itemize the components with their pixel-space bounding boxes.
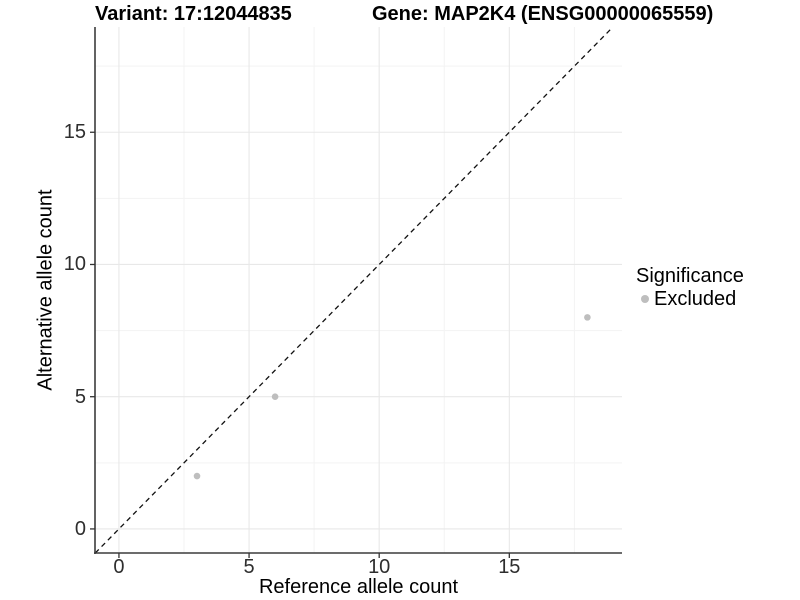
y-tick-label: 10 bbox=[63, 253, 86, 276]
y-tick-label: 15 bbox=[63, 121, 86, 144]
legend-entry-excluded: Excluded bbox=[636, 288, 744, 310]
legend-entry-label: Excluded bbox=[654, 288, 737, 310]
identity-dashed-line bbox=[94, 26, 614, 554]
excluded-marker-swatch-icon bbox=[641, 295, 649, 303]
x-tick-label: 15 bbox=[498, 556, 521, 578]
data-point bbox=[584, 314, 591, 321]
y-axis-title: Alternative allele count bbox=[34, 189, 57, 391]
y-tick-label: 5 bbox=[74, 385, 86, 408]
x-tick-label: 0 bbox=[113, 556, 125, 578]
x-tick-label: 5 bbox=[243, 556, 255, 578]
data-point bbox=[193, 472, 201, 480]
plot-title-gene: Gene: MAP2K4 (ENSG00000065559) bbox=[372, 3, 714, 25]
y-tick-label: 0 bbox=[74, 517, 86, 540]
data-point bbox=[271, 393, 279, 401]
legend-title: Significance bbox=[636, 265, 744, 287]
plot-title-variant: Variant: 17:12044835 bbox=[95, 3, 292, 25]
legend: Significance Excluded bbox=[636, 264, 744, 310]
x-tick-label: 10 bbox=[368, 556, 391, 578]
x-axis-title: Reference allele count bbox=[258, 576, 458, 598]
